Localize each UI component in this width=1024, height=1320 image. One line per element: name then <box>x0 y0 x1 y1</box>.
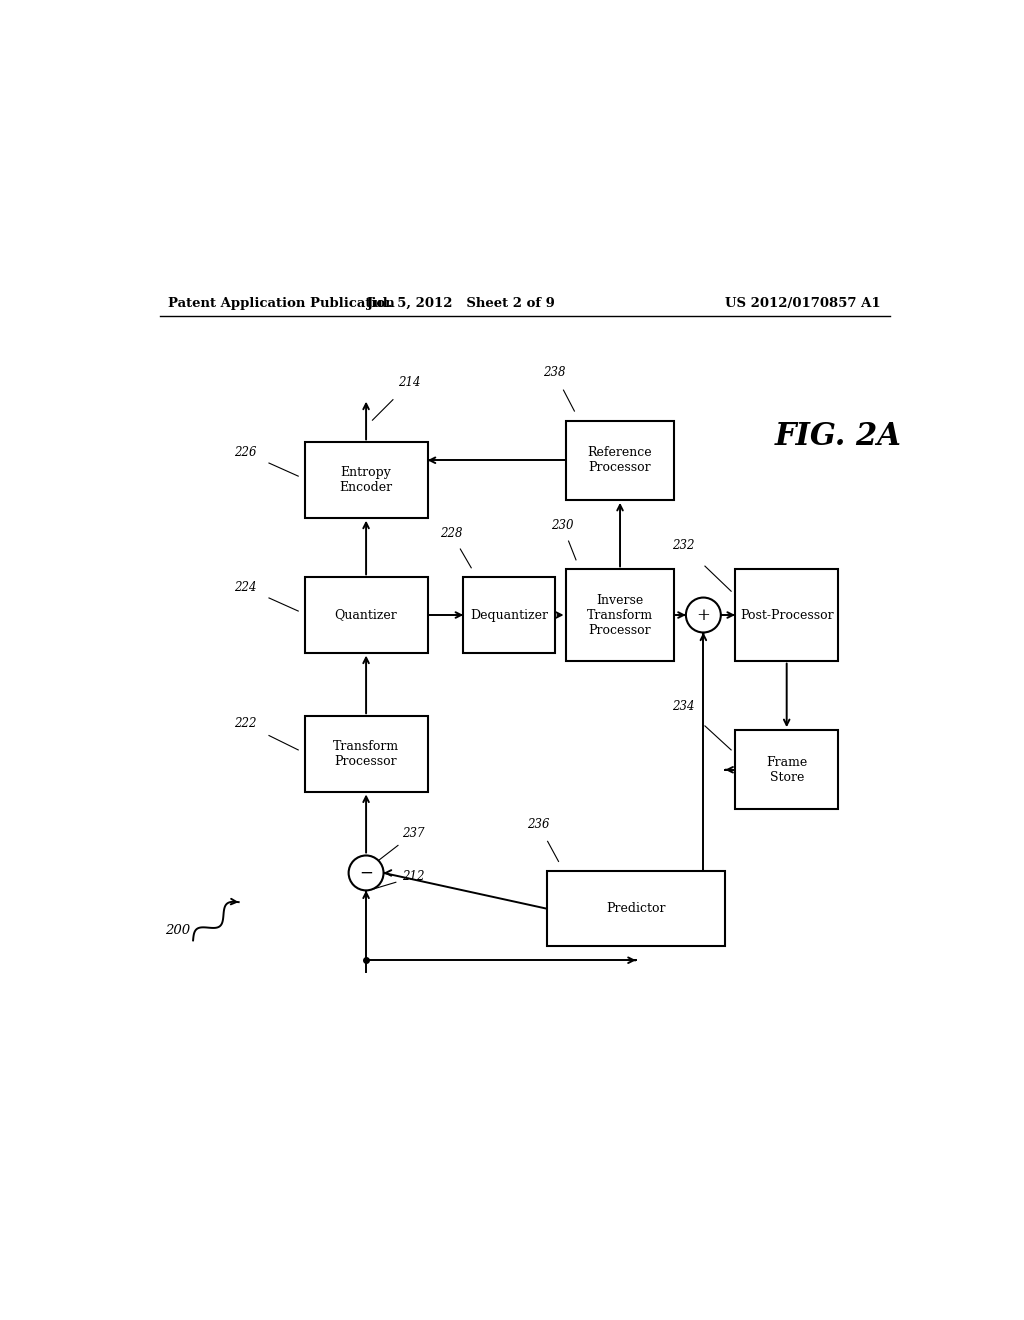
Text: 237: 237 <box>402 826 425 840</box>
Text: 238: 238 <box>544 367 566 379</box>
Text: Jul. 5, 2012   Sheet 2 of 9: Jul. 5, 2012 Sheet 2 of 9 <box>368 297 555 310</box>
Text: 224: 224 <box>233 581 256 594</box>
Circle shape <box>686 598 721 632</box>
Bar <box>304 717 428 792</box>
Text: 200: 200 <box>165 924 189 937</box>
Bar <box>735 569 839 660</box>
Text: Inverse
Transform
Processor: Inverse Transform Processor <box>587 594 653 636</box>
Text: 236: 236 <box>527 818 550 832</box>
Text: Reference
Processor: Reference Processor <box>588 446 652 474</box>
Text: Post-Processor: Post-Processor <box>740 609 834 622</box>
Bar <box>735 730 839 809</box>
Text: Entropy
Encoder: Entropy Encoder <box>340 466 392 494</box>
Text: Predictor: Predictor <box>606 902 666 915</box>
Text: 234: 234 <box>673 700 694 713</box>
Text: −: − <box>359 865 373 882</box>
Text: 222: 222 <box>233 717 256 730</box>
Text: 228: 228 <box>440 527 463 540</box>
Text: Frame
Store: Frame Store <box>766 756 807 784</box>
Text: US 2012/0170857 A1: US 2012/0170857 A1 <box>725 297 881 310</box>
Text: 226: 226 <box>233 446 256 459</box>
Text: Quantizer: Quantizer <box>335 609 397 622</box>
Circle shape <box>348 855 384 891</box>
Text: Dequantizer: Dequantizer <box>470 609 548 622</box>
Bar <box>463 577 555 652</box>
Text: 212: 212 <box>402 870 425 883</box>
Text: +: + <box>696 606 711 623</box>
Text: FIG. 2A: FIG. 2A <box>775 421 902 451</box>
Text: 214: 214 <box>398 376 421 389</box>
Bar <box>304 442 428 517</box>
Text: Patent Application Publication: Patent Application Publication <box>168 297 394 310</box>
Text: 230: 230 <box>551 519 573 532</box>
Bar <box>304 577 428 652</box>
Text: Transform
Processor: Transform Processor <box>333 741 399 768</box>
Bar <box>547 871 725 946</box>
Text: 232: 232 <box>673 539 694 552</box>
Bar <box>566 569 674 660</box>
Bar <box>566 421 674 500</box>
